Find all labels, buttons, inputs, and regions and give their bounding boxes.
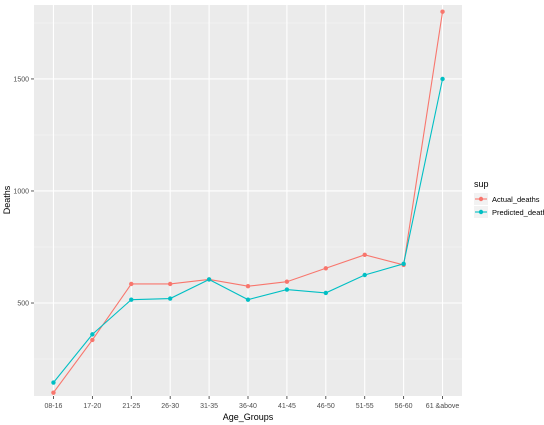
- data-point: [284, 279, 290, 284]
- major-gridlines: [34, 5, 462, 396]
- x-tick-label: 26-30: [161, 403, 179, 410]
- x-tick-label: 17-20: [83, 403, 101, 410]
- data-point: [129, 297, 134, 302]
- legend-key-point: [478, 196, 484, 202]
- data-point: [51, 380, 56, 385]
- legend-label: Predicted_deaths: [492, 208, 544, 217]
- x-tick-label: 56-60: [395, 403, 413, 410]
- data-point: [129, 281, 134, 287]
- y-tick-label: 1500: [13, 76, 29, 83]
- y-axis-ticks: 500 1000 1500: [13, 76, 34, 308]
- data-point: [362, 252, 367, 258]
- x-tick-label: 36-40: [239, 403, 257, 410]
- data-point: [90, 337, 95, 343]
- x-tick-label: 21-25: [122, 403, 140, 410]
- data-point: [401, 261, 406, 266]
- x-axis-ticks: 08-16 17-20 21-25 26-30 31-35 36-40 41-45 46-50…: [45, 396, 460, 410]
- legend-title: sup: [474, 179, 489, 189]
- series-layer: [51, 9, 445, 395]
- x-axis-title: Age_Groups: [223, 412, 274, 422]
- data-point: [51, 390, 56, 395]
- y-tick-label: 1000: [13, 188, 29, 195]
- data-point: [323, 266, 329, 271]
- data-point: [90, 332, 95, 337]
- x-tick-label: 46-50: [317, 403, 335, 410]
- x-tick-label: 31-35: [200, 403, 218, 410]
- legend: sup Actual_deaths Predicted_deaths: [474, 179, 544, 218]
- data-point: [362, 272, 367, 278]
- data-point: [167, 296, 173, 301]
- data-point: [245, 284, 251, 289]
- x-tick-label: 51-55: [356, 403, 374, 410]
- legend-key-point: [478, 209, 484, 215]
- x-tick-label: 61 &above: [426, 403, 460, 410]
- data-point: [440, 9, 445, 14]
- data-point: [284, 287, 290, 292]
- y-tick-label: 500: [17, 301, 29, 308]
- x-tick-label: 41-45: [278, 403, 296, 410]
- x-tick-label: 08-16: [45, 403, 63, 410]
- y-axis-title: Deaths: [2, 185, 12, 214]
- data-point: [440, 76, 445, 82]
- data-point: [245, 297, 251, 302]
- data-point: [167, 281, 173, 287]
- legend-label: Actual_deaths: [492, 195, 540, 204]
- data-point: [206, 277, 212, 282]
- data-point: [323, 290, 329, 296]
